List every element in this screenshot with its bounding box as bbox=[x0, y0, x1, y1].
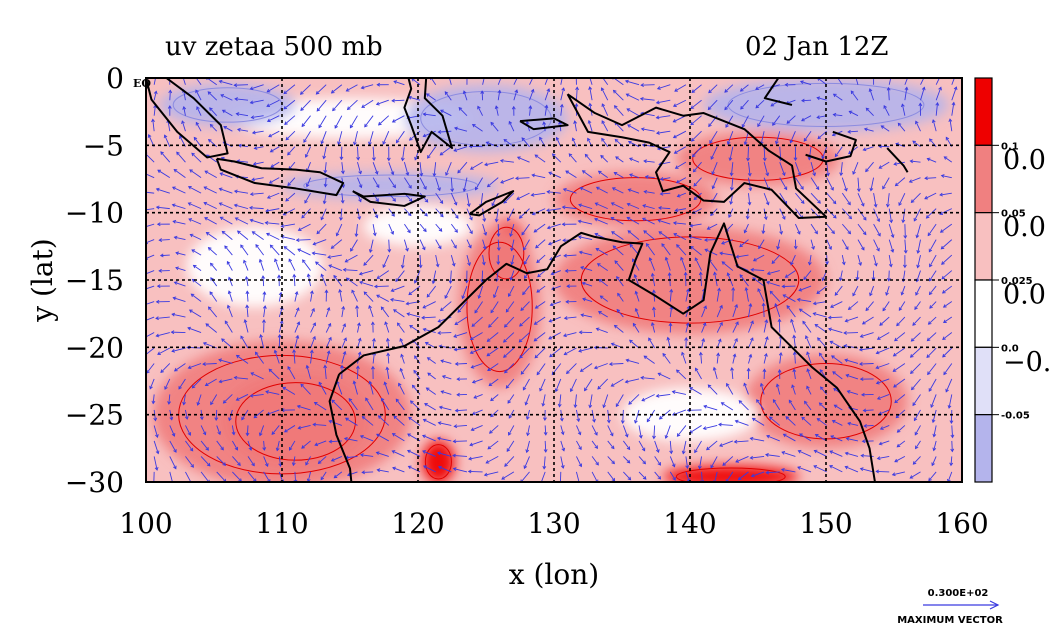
wind-vector bbox=[234, 85, 248, 86]
wind-vector bbox=[860, 363, 874, 364]
wind-vector bbox=[876, 471, 889, 472]
wind-vector-head bbox=[142, 208, 145, 211]
colorbar-tick-label: -0.05 bbox=[1001, 411, 1030, 422]
wind-vector-head bbox=[872, 72, 875, 75]
wind-vector-head bbox=[890, 72, 893, 75]
wind-vector bbox=[357, 306, 358, 317]
wind-vector bbox=[844, 333, 858, 334]
y-tick-label: −15 bbox=[65, 264, 124, 297]
wind-vector-head bbox=[908, 72, 911, 75]
wind-vector-head bbox=[547, 72, 550, 75]
field-region-negative bbox=[160, 83, 296, 126]
wind-vector bbox=[456, 363, 467, 364]
wind-vector-head bbox=[168, 73, 171, 76]
colorbar-value-label: 0.0 bbox=[1003, 212, 1046, 243]
x-tick-label: 120 bbox=[391, 507, 444, 540]
wind-vector-head bbox=[940, 72, 943, 75]
wind-vector-head bbox=[141, 172, 144, 175]
wind-vector bbox=[297, 240, 311, 241]
wind-vector bbox=[545, 441, 546, 452]
y-tick-label: −30 bbox=[65, 466, 124, 499]
wind-vector-head bbox=[600, 73, 603, 76]
y-tick-label: −5 bbox=[83, 129, 124, 162]
colorbar: 0.10.050.0250.0-0.050.00.00.0−0. bbox=[975, 78, 1051, 482]
x-tick-label: 150 bbox=[799, 507, 852, 540]
wind-vector-head bbox=[465, 75, 468, 78]
wind-vector-head bbox=[954, 72, 957, 75]
wind-vector-head bbox=[575, 71, 578, 74]
wind-vector bbox=[392, 100, 404, 101]
wind-vector bbox=[216, 410, 217, 420]
wind-vector-head bbox=[141, 320, 144, 323]
wind-vector bbox=[362, 472, 373, 473]
field-region-medium bbox=[459, 226, 541, 388]
wind-vector-head bbox=[483, 74, 486, 77]
vector-legend-label: MAXIMUM VECTOR bbox=[897, 615, 1003, 626]
y-tick-label: −25 bbox=[65, 399, 124, 432]
equator-label: EQ bbox=[133, 77, 151, 90]
y-tick-label: −10 bbox=[65, 197, 124, 230]
wind-vector-head bbox=[854, 73, 857, 76]
x-tick-label: 110 bbox=[255, 507, 308, 540]
wind-vector-head bbox=[154, 74, 157, 77]
wind-vector bbox=[453, 441, 467, 442]
wind-vector bbox=[438, 333, 451, 334]
wind-vector-head bbox=[924, 72, 927, 75]
colorbar-swatch bbox=[975, 213, 992, 280]
wind-vector-head bbox=[171, 483, 174, 486]
wind-vector-head bbox=[142, 288, 145, 291]
wind-vector-head bbox=[517, 74, 520, 77]
wind-vector-head bbox=[500, 74, 503, 77]
colorbar-swatch bbox=[975, 347, 992, 414]
colorbar-swatch bbox=[975, 280, 992, 347]
wind-vector-head bbox=[141, 304, 144, 307]
wind-vector-head bbox=[561, 72, 564, 75]
field-region-strong bbox=[663, 466, 799, 488]
x-axis-label: x (lon) bbox=[509, 558, 599, 591]
y-axis-ticks: 0 −5 −10 −15 −20 −25 −30 bbox=[65, 62, 124, 499]
colorbar-swatch bbox=[975, 145, 992, 212]
y-tick-label: 0 bbox=[106, 62, 124, 95]
y-tick-label: −20 bbox=[65, 331, 124, 364]
wind-vector bbox=[375, 286, 389, 287]
colorbar-swatch bbox=[975, 415, 992, 482]
wind-vector-head bbox=[532, 73, 535, 76]
wind-vector-head bbox=[142, 336, 145, 339]
chart-title-left: uv zetaa 500 mb bbox=[165, 32, 383, 62]
x-tick-label: 160 bbox=[935, 507, 988, 540]
wind-vector bbox=[952, 441, 953, 452]
x-tick-label: 140 bbox=[663, 507, 716, 540]
wind-vector-head bbox=[181, 73, 184, 76]
field-region-white bbox=[187, 226, 323, 307]
y-axis-label: y (lat) bbox=[26, 238, 59, 322]
x-axis-ticks: 100 110 120 130 140 150 160 bbox=[119, 507, 988, 540]
wind-vector bbox=[159, 240, 170, 241]
vector-legend: 0.300E+02 MAXIMUM VECTOR bbox=[897, 588, 1003, 626]
colorbar-swatch bbox=[975, 78, 992, 145]
wind-vector bbox=[357, 366, 358, 379]
vector-legend-value: 0.300E+02 bbox=[928, 588, 989, 599]
wind-vector-head bbox=[141, 190, 144, 193]
colorbar-value-label: 0.0 bbox=[1003, 145, 1046, 176]
colorbar-value-label: −0. bbox=[1003, 347, 1051, 378]
chart-title-right: 02 Jan 12Z bbox=[745, 32, 888, 62]
wind-vector-head bbox=[152, 483, 155, 486]
field-region-strong bbox=[422, 440, 455, 483]
field-region-medium bbox=[554, 172, 717, 226]
x-tick-label: 100 bbox=[119, 507, 172, 540]
colorbar-value-label: 0.0 bbox=[1003, 280, 1046, 311]
chart-figure: uv zetaa 500 mb 02 Jan 12Z 100 110 120 130 1… bbox=[0, 0, 1058, 631]
wind-vector-head bbox=[587, 71, 590, 74]
wind-vector bbox=[748, 147, 749, 161]
x-tick-label: 130 bbox=[527, 507, 580, 540]
